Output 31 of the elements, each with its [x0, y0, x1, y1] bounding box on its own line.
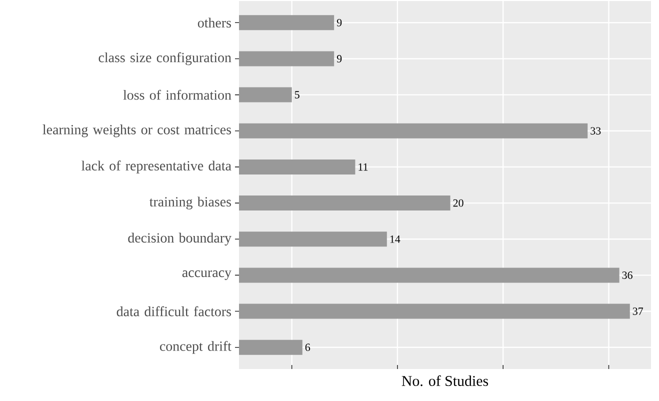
bar	[239, 340, 302, 355]
bar	[239, 159, 356, 174]
bar	[239, 123, 588, 138]
data-label: 11	[358, 163, 368, 171]
bar	[239, 87, 292, 102]
y-tick-label: concept drift	[160, 340, 232, 354]
y-tick-label: data difficult factors	[116, 306, 231, 316]
y-tick-label: accuracy	[182, 270, 232, 280]
data-label: 9	[336, 18, 342, 26]
y-tick-label: loss of information	[123, 90, 232, 100]
y-tick-label: lack of representative data	[82, 160, 232, 174]
bar	[239, 15, 334, 30]
bar	[239, 51, 334, 66]
bar	[239, 268, 620, 283]
data-label: 20	[453, 199, 464, 207]
data-label: 14	[390, 236, 400, 243]
data-label: 9	[336, 55, 342, 62]
y-tick-label: decision boundary	[128, 232, 232, 246]
y-tick-label: class size configuration	[98, 52, 232, 66]
y-tick-label: training biases	[150, 196, 231, 210]
data-label: 33	[590, 127, 601, 135]
data-label: 36	[622, 272, 632, 279]
bar	[239, 232, 387, 247]
data-label: 37	[632, 308, 644, 315]
data-label: 5	[294, 91, 300, 98]
bar	[239, 304, 630, 319]
bar	[239, 196, 450, 211]
y-tick-label: others	[198, 18, 231, 28]
data-label: 6	[305, 344, 310, 352]
y-tick-label: learning weights or cost matrices	[42, 124, 231, 138]
x-axis-title: No. of Studies	[402, 375, 488, 386]
